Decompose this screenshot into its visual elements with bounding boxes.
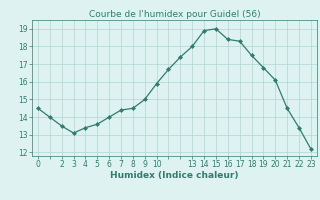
Title: Courbe de l'humidex pour Guidel (56): Courbe de l'humidex pour Guidel (56) — [89, 10, 260, 19]
X-axis label: Humidex (Indice chaleur): Humidex (Indice chaleur) — [110, 171, 239, 180]
